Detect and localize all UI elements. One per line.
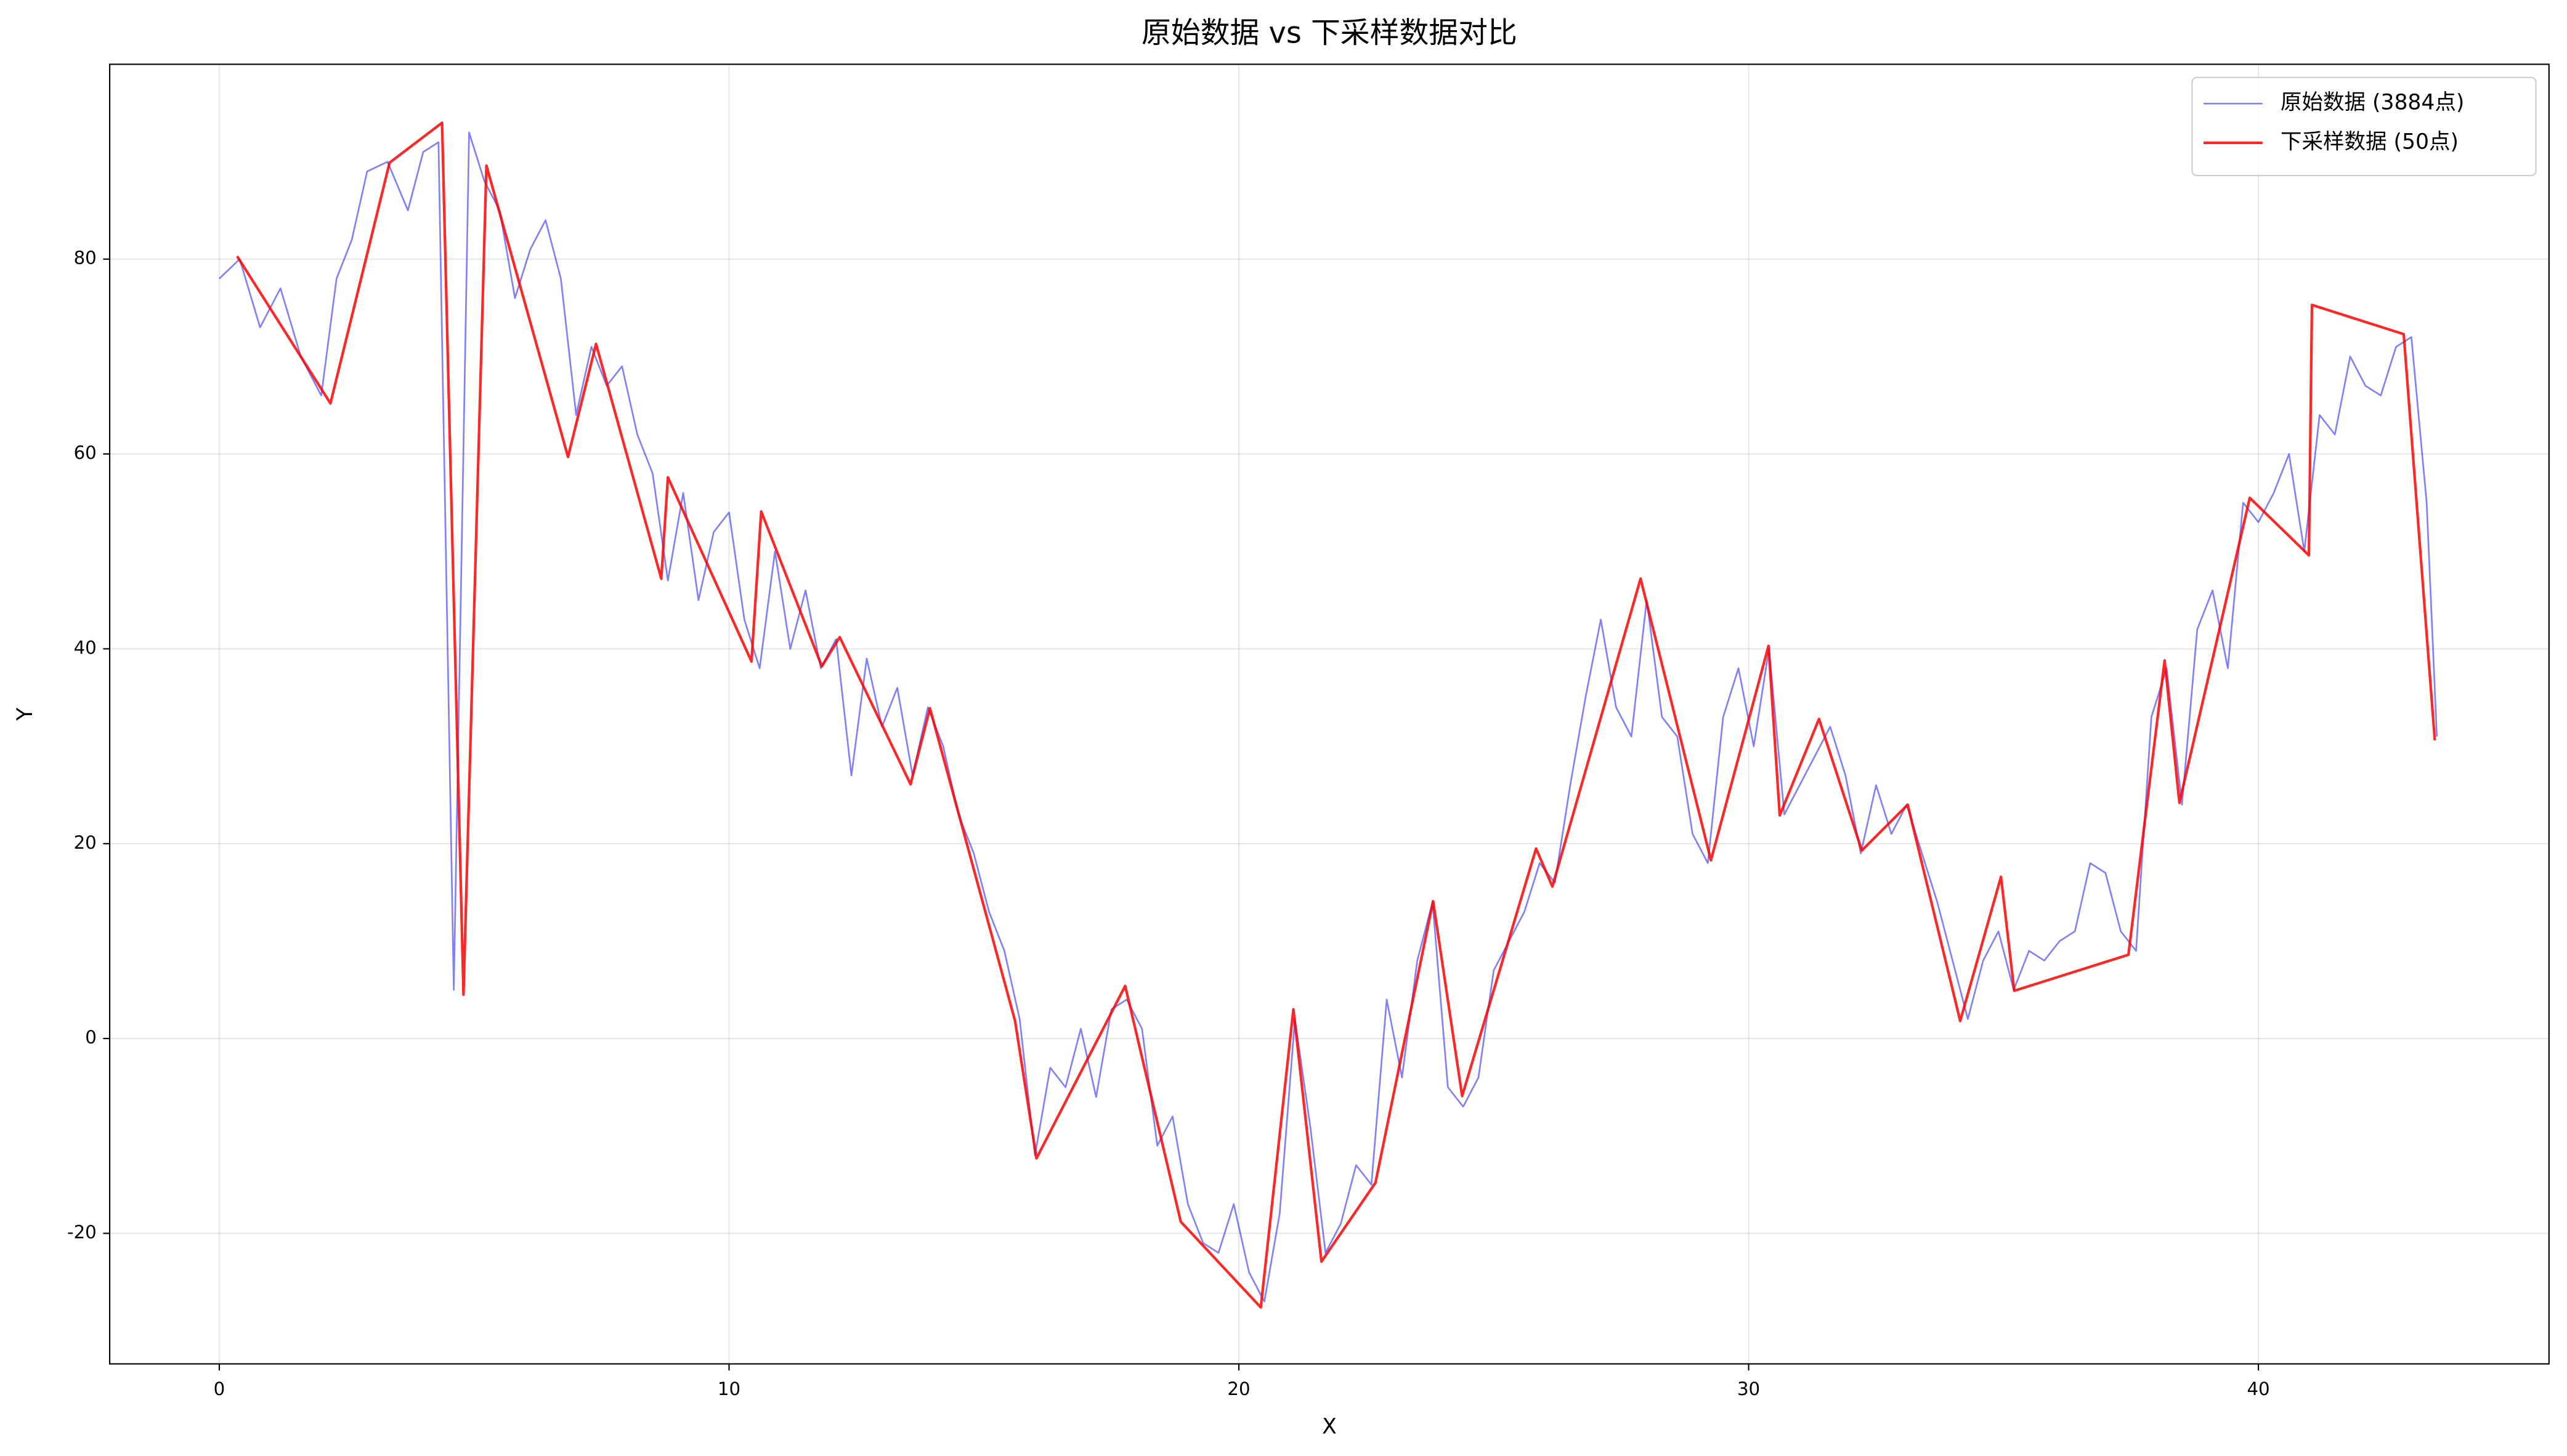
data-line (236, 121, 2436, 1309)
x-tick-label: 40 (2247, 1378, 2269, 1399)
y-axis-label: Y (13, 707, 38, 721)
y-tick-label: 20 (74, 832, 97, 853)
y-tick-label: 0 (85, 1027, 97, 1048)
data-line (219, 131, 2438, 1303)
x-axis-label: X (1322, 1415, 1337, 1439)
y-tick-label: -20 (67, 1221, 97, 1242)
x-tick-label: 10 (718, 1378, 740, 1399)
x-tick-label: 0 (214, 1378, 225, 1399)
legend-label: 原始数据 (3884点) (2281, 91, 2464, 115)
legend-label: 下采样数据 (50点) (2281, 129, 2459, 154)
legend-box (2191, 76, 2537, 177)
legend: 原始数据 (3884点) 下采样数据 (50点) (2191, 76, 2537, 177)
y-tick-label: 60 (74, 442, 97, 463)
y-tick-label: 80 (74, 248, 97, 269)
chart-title: 原始数据 vs 下采样数据对比 (1142, 17, 1517, 51)
y-tick-label: 40 (74, 637, 97, 658)
plot-frame (108, 63, 2550, 1365)
x-tick-label: 20 (1227, 1378, 1250, 1399)
x-tick-label: 30 (1737, 1378, 1760, 1399)
